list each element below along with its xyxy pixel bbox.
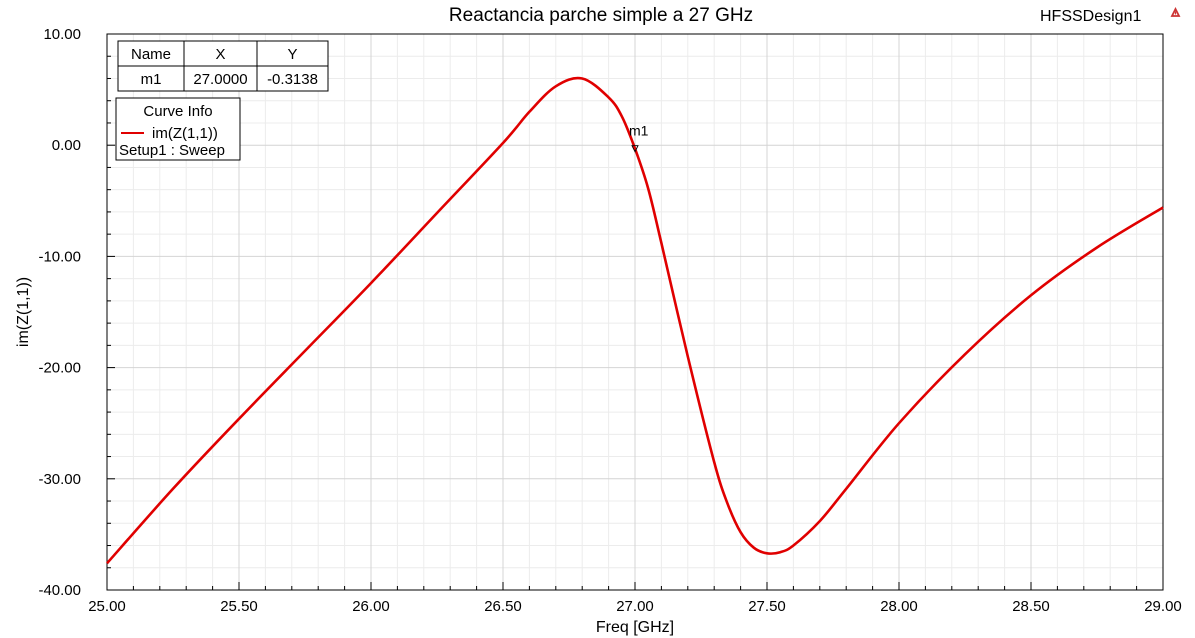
marker-table-header: Name bbox=[131, 46, 171, 63]
chart-title: Reactancia parche simple a 27 GHz bbox=[449, 5, 753, 26]
legend-entry: im(Z(1,1)) bbox=[152, 125, 218, 142]
marker-table: Name X Ym1 27.0000 -0.3138 bbox=[117, 40, 329, 92]
legend-subtitle: Setup1 : Sweep bbox=[119, 142, 225, 159]
y-tick-label: -10.00 bbox=[38, 248, 81, 265]
y-tick-label: 10.00 bbox=[43, 26, 81, 43]
y-tick-label: -20.00 bbox=[38, 360, 81, 377]
x-tick-label: 26.00 bbox=[352, 598, 390, 615]
marker-table-value: m1 bbox=[141, 71, 162, 88]
marker-table-cell bbox=[256, 65, 329, 92]
x-tick-label: 27.50 bbox=[748, 598, 786, 615]
legend: Curve Info im(Z(1,1))Setup1 : Sweep bbox=[115, 97, 241, 161]
y-tick-label: -40.00 bbox=[38, 582, 81, 599]
x-tick-label: 27.00 bbox=[616, 598, 654, 615]
series-line bbox=[106, 76, 1164, 565]
marker-label: m1 bbox=[629, 123, 649, 139]
legend-frame bbox=[115, 97, 241, 161]
marker-table-value: 27.0000 bbox=[193, 71, 247, 88]
grid bbox=[106, 33, 1164, 591]
x-tick-label: 26.50 bbox=[484, 598, 522, 615]
x-tick-label: 29.00 bbox=[1144, 598, 1182, 615]
x-tick-label: 28.00 bbox=[880, 598, 918, 615]
x-axis-label: Freq [GHz] bbox=[596, 619, 674, 636]
marker-table-header: X bbox=[215, 46, 225, 63]
y-tick-label: -30.00 bbox=[38, 471, 81, 488]
y-axis-label: im(Z(1,1)) bbox=[15, 277, 32, 347]
ansys-triangle-icon bbox=[1170, 6, 1181, 17]
marker-triangle-icon bbox=[631, 145, 639, 153]
x-tick-label: 25.50 bbox=[220, 598, 258, 615]
y-tick-label: 0.00 bbox=[52, 137, 81, 154]
design-name: HFSSDesign1 bbox=[1040, 8, 1141, 25]
x-tick-label: 28.50 bbox=[1012, 598, 1050, 615]
legend-header: Curve Info bbox=[143, 103, 212, 120]
marker-table-value: -0.3138 bbox=[267, 71, 318, 88]
marker-table-header: Y bbox=[287, 46, 297, 63]
x-tick-label: 25.00 bbox=[88, 598, 126, 615]
